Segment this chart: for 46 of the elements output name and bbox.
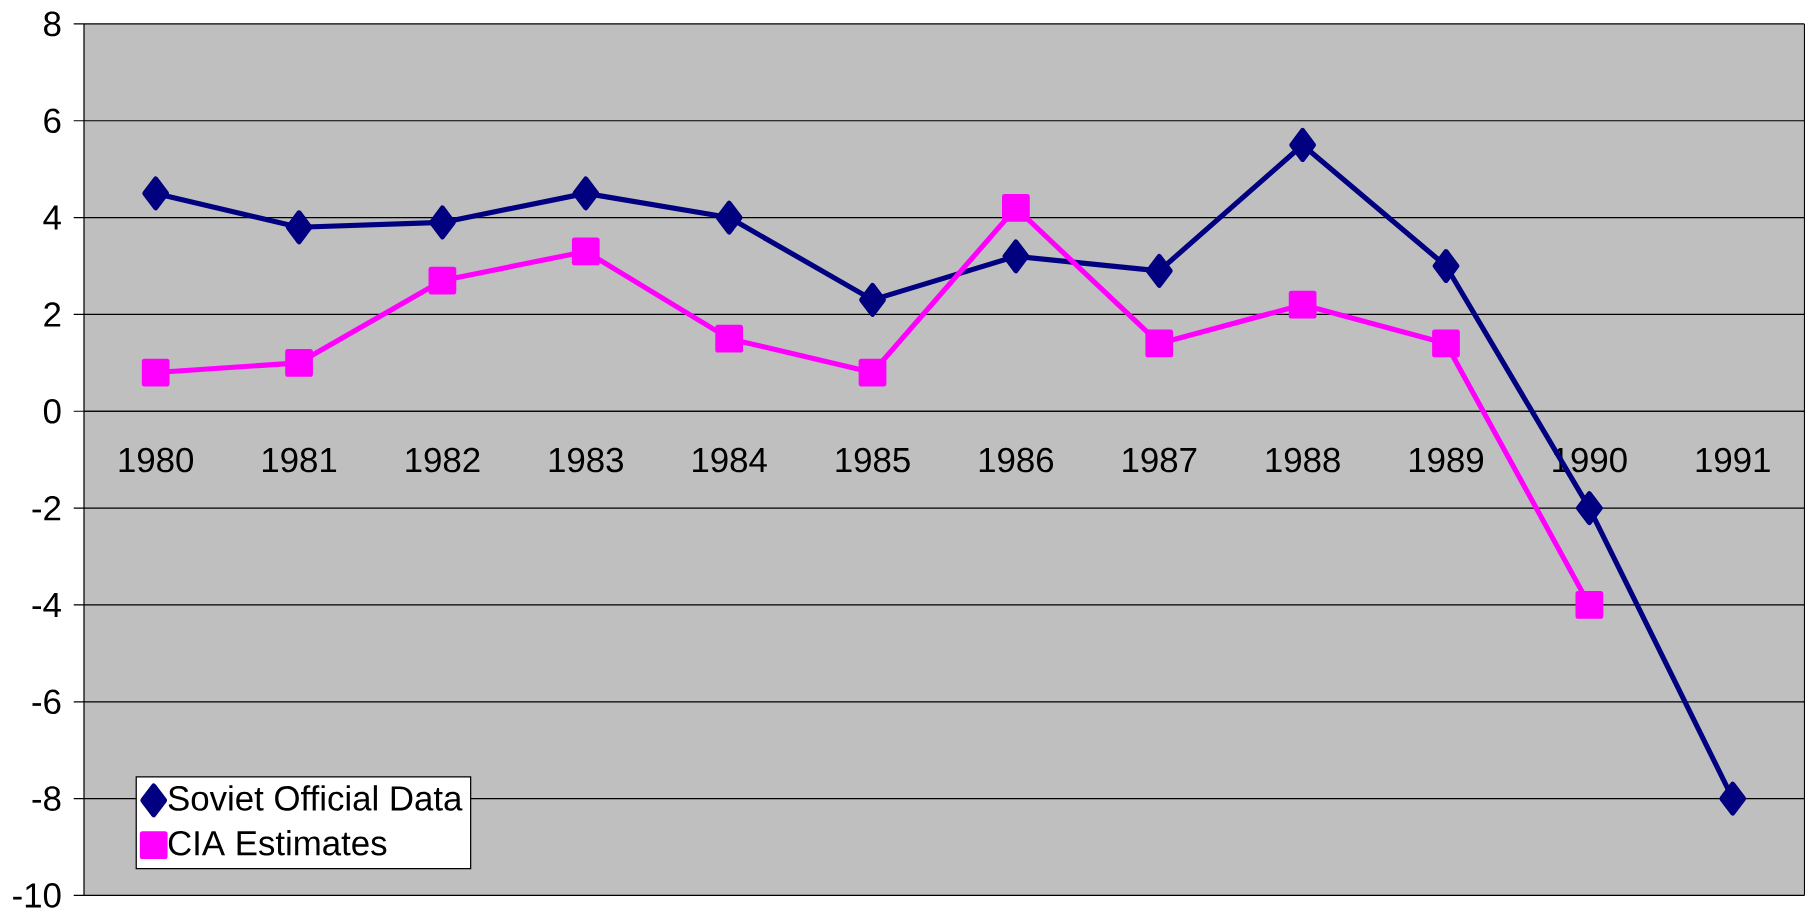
point (1002, 239, 1030, 274)
point (285, 348, 313, 377)
y-tick-label: -10 (13, 883, 61, 908)
point (1002, 193, 1030, 222)
x-tick-label: 1987 (1123, 447, 1197, 473)
y-tick-label: 0 (43, 398, 61, 424)
point (141, 358, 170, 387)
y-tick-label: 2 (44, 302, 61, 327)
y-tick-label: 6 (44, 108, 61, 134)
x-tick-label: 1983 (549, 447, 623, 473)
x-tick-label: 1988 (1266, 447, 1340, 473)
y-tick-label: 4 (43, 205, 61, 230)
point (285, 210, 313, 245)
x-tick-label: 1986 (979, 447, 1054, 473)
point (858, 358, 887, 387)
point (1575, 591, 1604, 619)
point (142, 176, 170, 211)
point (1719, 781, 1747, 816)
point (1145, 253, 1173, 288)
legend-label: Soviet Official Data (168, 785, 463, 811)
y-tick-label: 8 (44, 11, 61, 37)
y-tick-label: -6 (32, 689, 61, 715)
point (715, 200, 743, 235)
x-tick-label: 1985 (836, 447, 910, 473)
y-tick-label: -4 (32, 592, 61, 617)
point (428, 266, 457, 295)
x-tick-label: 1981 (262, 447, 337, 473)
point (1576, 491, 1603, 525)
y-tick-label: -2 (32, 495, 61, 521)
point (1432, 249, 1460, 283)
point (429, 205, 456, 240)
point (715, 324, 744, 353)
x-tick-label: 1982 (406, 447, 480, 473)
point (572, 176, 600, 211)
point (571, 237, 600, 266)
x-tick-label: 1984 (693, 447, 767, 473)
x-tick-label: 1989 (1409, 447, 1484, 473)
point (1432, 329, 1460, 358)
legend-label: CIA Estimates (168, 829, 387, 856)
point (1288, 290, 1317, 319)
y-tick-label: -8 (32, 786, 61, 811)
point (859, 282, 886, 317)
point (1289, 127, 1316, 162)
point (1145, 329, 1174, 358)
x-tick-label: 1980 (119, 447, 194, 473)
x-tick-label: 1991 (1696, 447, 1770, 473)
